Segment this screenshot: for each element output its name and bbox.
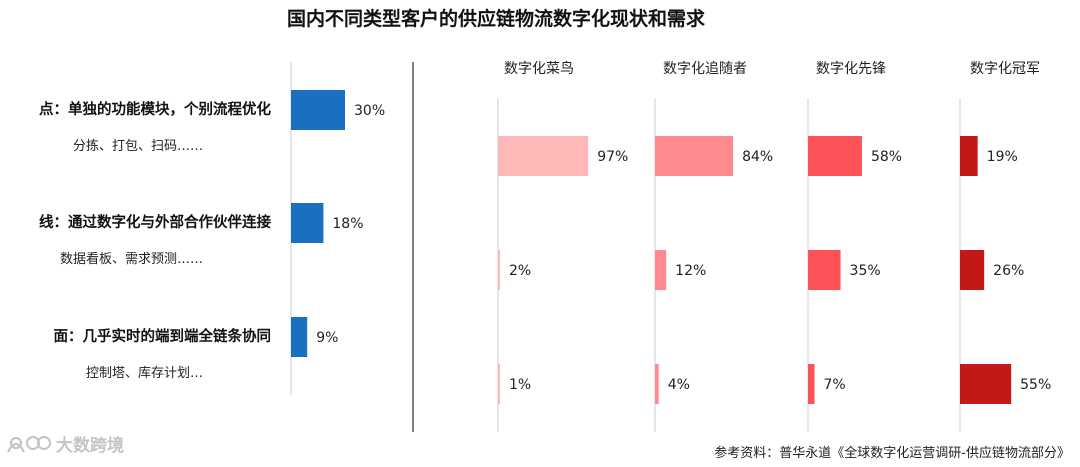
data-label: 7% bbox=[824, 377, 846, 393]
bar bbox=[960, 250, 985, 290]
bar bbox=[960, 136, 978, 176]
bar bbox=[808, 136, 862, 176]
chart-title: 国内不同类型客户的供应链物流数字化现状和需求 bbox=[287, 7, 706, 30]
data-label: 9% bbox=[316, 330, 338, 346]
row-sublabel: 数据看板、需求预测…… bbox=[60, 251, 203, 267]
bar bbox=[498, 364, 500, 404]
bar bbox=[960, 364, 1012, 404]
bar bbox=[291, 317, 308, 357]
data-label: 19% bbox=[987, 149, 1018, 165]
row-sublabel: 分拣、打包、扫码…… bbox=[73, 139, 203, 154]
bar bbox=[291, 203, 324, 243]
row-label: 点：单独的功能模块，个别流程优化 bbox=[39, 100, 271, 118]
bar bbox=[808, 250, 841, 290]
bar bbox=[291, 90, 345, 130]
series-header: 数字化菜鸟 bbox=[504, 61, 574, 77]
bar bbox=[498, 250, 500, 290]
row-sublabel: 控制塔、库存计划… bbox=[86, 365, 203, 381]
data-label: 58% bbox=[871, 149, 902, 165]
data-label: 12% bbox=[675, 263, 706, 279]
data-label: 55% bbox=[1020, 377, 1051, 393]
series-header: 数字化先锋 bbox=[816, 61, 886, 77]
series-header: 数字化冠军 bbox=[970, 61, 1040, 77]
data-label: 2% bbox=[509, 263, 531, 279]
bar bbox=[655, 364, 659, 404]
data-label: 35% bbox=[850, 263, 881, 279]
data-label: 4% bbox=[668, 377, 690, 393]
data-label: 30% bbox=[354, 103, 385, 119]
right-panel: 数字化菜鸟 97% 2% 1% 数字化追随者 84% 12% 4% 数字化先锋 58% 35% 7% 数… bbox=[497, 61, 1051, 432]
source-note: 参考资料：普华永道《全球数字化运营调研-供应链物流部分》 bbox=[714, 445, 1070, 461]
data-label: 1% bbox=[509, 377, 531, 393]
bar bbox=[808, 364, 815, 404]
data-label: 18% bbox=[332, 216, 363, 232]
watermark: 大数跨境 bbox=[7, 435, 124, 456]
bar bbox=[655, 250, 667, 290]
data-label: 97% bbox=[597, 149, 628, 165]
row-label: 线：通过数字化与外部合作伙伴连接 bbox=[39, 213, 271, 231]
bar bbox=[655, 136, 734, 176]
row-label: 面：几乎实时的端到端全链条协同 bbox=[54, 327, 272, 345]
data-label: 84% bbox=[742, 149, 773, 165]
data-label: 26% bbox=[993, 263, 1024, 279]
watermark-text: 大数跨境 bbox=[56, 435, 124, 456]
watermark-logo-icon bbox=[7, 436, 51, 453]
bar bbox=[498, 136, 589, 176]
series-header: 数字化追随者 bbox=[663, 61, 747, 77]
